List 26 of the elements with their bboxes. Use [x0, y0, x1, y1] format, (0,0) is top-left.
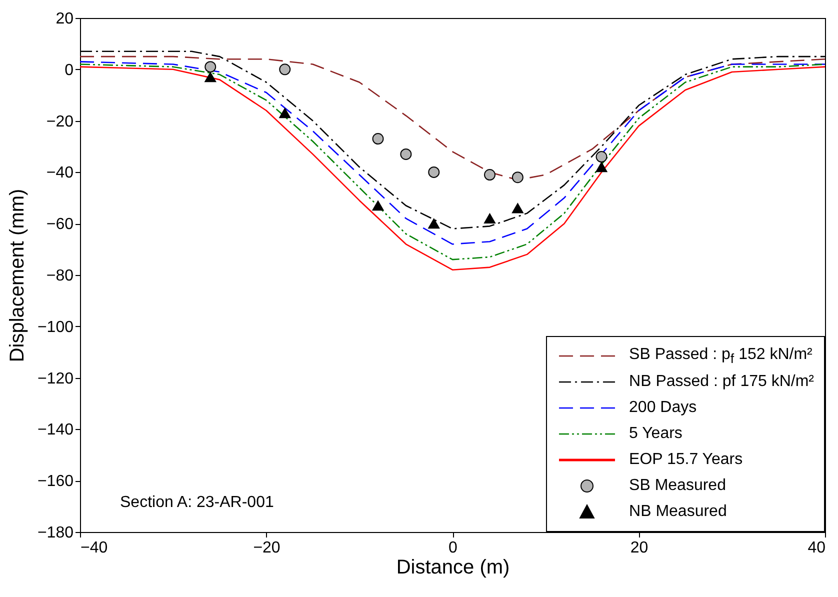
- legend-label: 200 Days: [629, 399, 697, 417]
- legend-label: SB Measured: [629, 477, 726, 495]
- x-tick-label: −20: [253, 540, 280, 556]
- y-tick-label: −180: [37, 524, 74, 542]
- x-tick-label: −40: [80, 540, 108, 556]
- x-tick-label: 0: [448, 540, 458, 556]
- y-tick-label: −140: [37, 422, 74, 439]
- legend-label: 5 Years: [629, 425, 682, 443]
- y-tick-label: 20: [56, 10, 74, 28]
- y-tick-label: −100: [37, 318, 74, 336]
- y-tick-label: −40: [46, 164, 74, 182]
- legend-label: SB Passed : p$_{f}$ 152 kN/m²: [629, 346, 812, 366]
- legend-label: NB Measured: [629, 503, 727, 521]
- legend-label: EOP 15.7 Years: [629, 451, 743, 469]
- x-tick-label: 20: [630, 540, 648, 556]
- legend-label: NB Passed : pf 175 kN/m²: [629, 373, 814, 391]
- y-tick-label: −60: [46, 216, 74, 234]
- annotation: Section A: 23-AR-001: [120, 494, 274, 512]
- y-axis-title: Displacement (mm): [6, 188, 28, 362]
- x-axis-title: Distance (m): [396, 556, 510, 578]
- y-tick-label: −160: [37, 473, 74, 490]
- x-tick-label: 40: [808, 540, 826, 556]
- y-tick-label: −120: [37, 370, 74, 388]
- y-tick-label: −20: [46, 113, 74, 130]
- y-tick-label: −80: [46, 268, 74, 284]
- y-tick-label: 0: [64, 62, 74, 79]
